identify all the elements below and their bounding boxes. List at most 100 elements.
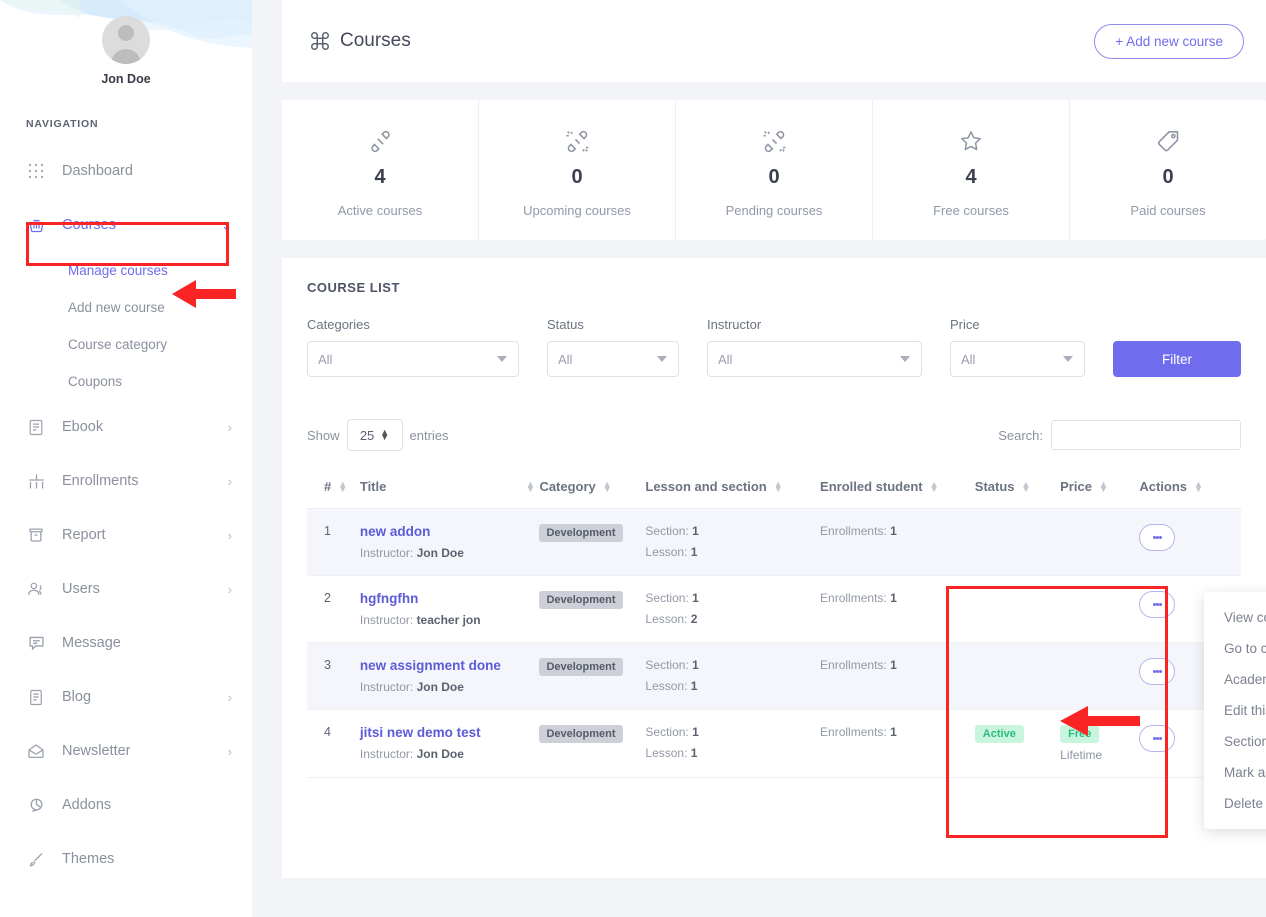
row-actions-menu-button[interactable]	[1139, 658, 1176, 685]
menu-item-view-course-on-frontend[interactable]: View course on frontend	[1224, 610, 1266, 625]
sidebar-item-addons[interactable]: Addons	[0, 778, 252, 832]
sidebar-subitem-manage-courses[interactable]: Manage courses	[68, 263, 168, 278]
sidebar-item-themes[interactable]: Themes	[0, 832, 252, 886]
row-actions-menu-button[interactable]	[1139, 524, 1176, 551]
sidebar-item-dashboard[interactable]: Dashboard	[0, 144, 252, 198]
course-title-link[interactable]: jitsi new demo test	[359, 725, 481, 740]
sidebar-item-users[interactable]: Users ›	[0, 562, 252, 616]
row-title-cell: new assignment done Instructor: Jon Doe	[359, 642, 540, 710]
filter-button[interactable]: Filter	[1113, 341, 1241, 377]
course-title-link[interactable]: new addon	[359, 524, 431, 539]
command-icon	[311, 32, 329, 50]
menu-item-delete[interactable]: Delete	[1224, 796, 1264, 811]
course-title-link[interactable]: hgfngfhn	[359, 591, 419, 606]
page-title: Courses	[309, 30, 411, 52]
row-lesson-section-cell: Section: 1 Lesson: 1	[645, 642, 821, 710]
link-broken-icon	[286, 126, 474, 156]
row-number: 4	[307, 709, 360, 778]
sidebar-subitem-coupons[interactable]: Coupons	[68, 374, 123, 389]
sort-icon: ▲ ▼	[773, 479, 783, 494]
row-instructor: Instructor: Jon Doe	[360, 747, 540, 761]
instructor-select[interactable]: All	[707, 341, 922, 377]
row-title-cell: hgfngfhn Instructor: teacher jon	[359, 575, 540, 643]
menu-item-go-to-course-playing-page[interactable]: Go to course playing page	[1224, 641, 1266, 656]
sidebar-item-courses[interactable]: Courses ⌄	[0, 198, 252, 252]
column-label: Price	[1060, 479, 1092, 494]
sidebar-item-newsletter[interactable]: Newsletter ›	[0, 724, 252, 778]
section-label: Section:	[645, 591, 689, 605]
chevron-down-icon	[900, 356, 910, 362]
sort-icon: ▲ ▼	[1098, 479, 1108, 494]
sidebar-item-enrollments[interactable]: Enrollments ›	[0, 454, 252, 508]
select-value: All	[318, 351, 333, 367]
lesson-line: Lesson: 1	[645, 545, 820, 559]
stat-card-paid-courses[interactable]: 0 Paid courses	[1070, 100, 1266, 240]
table-row[interactable]: 4 jitsi new demo test Instructor: Jon Do…	[307, 709, 1241, 778]
column-header-category[interactable]: Category ▲ ▼	[539, 469, 646, 509]
stat-card-active-courses[interactable]: 4 Active courses	[282, 100, 479, 240]
sidebar-item-report[interactable]: Report ›	[0, 508, 252, 562]
table-body: 1 new addon Instructor: Jon Doe Developm…	[307, 508, 1241, 778]
table-row[interactable]: 3 new assignment done Instructor: Jon Do…	[307, 642, 1241, 710]
search-input[interactable]	[1051, 420, 1241, 450]
menu-item-academic-progress[interactable]: Academic progress	[1224, 672, 1266, 687]
add-new-course-button[interactable]: + Add new course	[1094, 23, 1244, 59]
course-title-link[interactable]: new assignment done	[359, 658, 501, 673]
price-select[interactable]: All	[950, 341, 1085, 377]
sort-icon: ▲ ▼	[525, 479, 535, 494]
stat-card-free-courses[interactable]: 4 Free courses	[873, 100, 1070, 240]
column-header-num[interactable]: # ▲ ▼	[307, 469, 360, 509]
stat-label: Pending courses	[725, 203, 823, 218]
chevron-right-icon: ›	[227, 419, 232, 435]
select-value: All	[718, 351, 733, 367]
categories-select[interactable]: All	[307, 341, 519, 377]
stat-card-upcoming-courses[interactable]: 0 Upcoming courses	[479, 100, 676, 240]
sidebar-item-label: Dashboard	[62, 163, 133, 179]
row-actions-menu-button[interactable]	[1139, 591, 1176, 618]
sidebar-item-label: Themes	[62, 851, 115, 867]
basket-icon	[26, 215, 46, 235]
column-header-price[interactable]: Price ▲ ▼	[1060, 469, 1140, 509]
instructor-label: Instructor:	[359, 546, 414, 560]
status-select[interactable]: All	[547, 341, 679, 377]
brush-icon	[26, 849, 46, 869]
entries-per-page-select[interactable]: 25 ▲ ▼	[346, 419, 403, 451]
column-header-lesson-and-section[interactable]: Lesson and section ▲ ▼	[645, 469, 821, 509]
row-category-cell: Development	[539, 642, 646, 710]
stat-card-pending-courses[interactable]: 0 Pending courses	[676, 100, 873, 240]
stats-cards: 4 Active courses	[282, 100, 1266, 240]
sidebar-subitem-add-new-course[interactable]: Add new course	[68, 300, 165, 315]
sidebar-item-message[interactable]: Message	[0, 616, 252, 670]
sidebar-subitem-course-category[interactable]: Course category	[68, 337, 168, 352]
enrollments-label: Enrollments:	[820, 524, 887, 538]
row-actions-menu-button[interactable]	[1139, 725, 1176, 752]
column-header-status[interactable]: Status ▲ ▼	[974, 469, 1061, 509]
menu-item-mark-as-pending[interactable]: Mark as pending	[1224, 765, 1266, 780]
action-dropdown-menu[interactable]: View course on frontend Go to course pla…	[1204, 592, 1266, 829]
row-price-cell	[1060, 575, 1140, 643]
chevron-right-icon: ›	[227, 743, 232, 759]
dot	[1155, 670, 1159, 673]
row-title-cell: new addon Instructor: Jon Doe	[359, 508, 540, 576]
lesson-label: Lesson:	[645, 746, 688, 760]
column-label: Lesson and section	[645, 479, 767, 494]
column-header-title[interactable]: Title ▲ ▼	[359, 469, 540, 509]
search-control: Search:	[998, 420, 1241, 450]
table-row[interactable]: 1 new addon Instructor: Jon Doe Developm…	[307, 508, 1241, 576]
row-number: 2	[307, 575, 360, 643]
table-row[interactable]: 2 hgfngfhn Instructor: teacher jon Devel…	[307, 575, 1241, 643]
sidebar-item-ebook[interactable]: Ebook ›	[0, 400, 252, 454]
row-enrolled-cell: Enrollments: 1	[820, 508, 975, 576]
search-label: Search:	[998, 427, 1043, 443]
column-header-enrolled-student[interactable]: Enrolled student ▲ ▼	[820, 469, 975, 509]
price-badge: Free	[1060, 725, 1100, 743]
lesson-line: Lesson: 1	[645, 746, 820, 760]
row-number: 1	[307, 508, 360, 576]
menu-item-edit-this-course[interactable]: Edit this course	[1224, 703, 1266, 718]
link-sparkle-icon	[483, 126, 671, 156]
sidebar-profile: Jon Doe	[0, 0, 252, 86]
column-header-actions[interactable]: Actions ▲ ▼	[1139, 469, 1241, 509]
sidebar-item-blog[interactable]: Blog ›	[0, 670, 252, 724]
row-instructor: Instructor: Jon Doe	[360, 546, 540, 560]
menu-item-section-and-lesson[interactable]: Section and lesson	[1224, 734, 1266, 749]
